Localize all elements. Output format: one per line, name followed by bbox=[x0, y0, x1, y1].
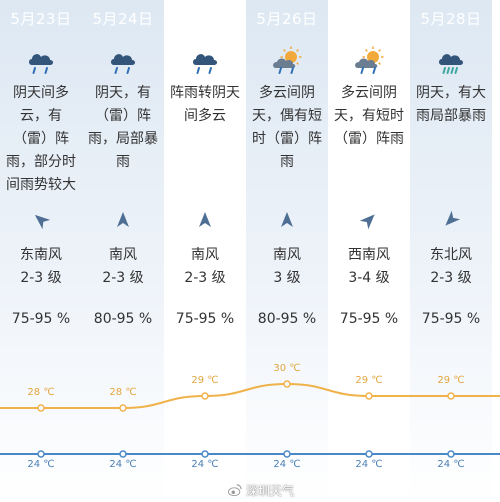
wind-direction: 南风 bbox=[109, 247, 137, 263]
day-column: 5月27日多云间阴天，有短时 （雷）阵雨西南风 3-4 级 75-95 % 29 ℃ 24… bbox=[328, 0, 410, 502]
high-temp-label: 29 ℃ bbox=[437, 375, 465, 386]
wind-direction-icon bbox=[34, 214, 51, 230]
description-line: 间多云 bbox=[184, 108, 226, 124]
description-line: 时（雷）阵 bbox=[252, 131, 322, 147]
high-temp-label: 30 ℃ bbox=[273, 363, 301, 374]
low-temp-point bbox=[447, 450, 455, 458]
watermark: 深圳天气 bbox=[228, 481, 294, 499]
low-temp-label: 24 ℃ bbox=[355, 459, 383, 470]
wind-direction: 东北风 bbox=[430, 247, 472, 263]
wind-direction-icon bbox=[199, 212, 211, 227]
description-line: （雷）阵 bbox=[13, 131, 69, 147]
high-temp-line bbox=[0, 382, 500, 410]
low-temp-point bbox=[119, 450, 127, 458]
description-line: 多云间阴 bbox=[259, 85, 315, 101]
description-line: 阴天，有大 bbox=[416, 85, 486, 101]
low-temp-point bbox=[283, 450, 291, 458]
wind-level: 2-3 级 bbox=[102, 270, 144, 286]
humidity: 80-95 % bbox=[257, 311, 317, 327]
humidity: 75-95 % bbox=[339, 311, 399, 327]
rain-cloud-icon bbox=[111, 54, 135, 74]
day-date: 5月28日 bbox=[420, 10, 482, 28]
humidity: 80-95 % bbox=[93, 311, 153, 327]
high-temp-label: 29 ℃ bbox=[355, 375, 383, 386]
weather-description: 阵雨转阴天 间多云 bbox=[170, 82, 240, 128]
day-date: 5月26日 bbox=[256, 10, 318, 28]
high-temp-point bbox=[447, 392, 455, 400]
weibo-icon bbox=[228, 484, 242, 497]
rain-cloud-icon bbox=[29, 54, 53, 74]
description-line: 天，有短时 bbox=[334, 108, 404, 124]
low-temp-label: 24 ℃ bbox=[437, 459, 465, 470]
wind-level: 3-4 级 bbox=[348, 270, 390, 286]
day-date: 5月25日 bbox=[174, 10, 236, 28]
wind-level: 2-3 级 bbox=[430, 270, 472, 286]
wind-direction: 西南风 bbox=[348, 247, 390, 263]
day-column: 5月25日阵雨转阴天间多云南风 2-3 级 75-95 % 29 ℃ 24 ℃ bbox=[164, 0, 246, 502]
humidity: 75-95 % bbox=[11, 311, 71, 327]
description-line: 雨，部分时 bbox=[6, 154, 76, 170]
day-date: 5月27日 bbox=[338, 10, 400, 28]
wind-direction-icon bbox=[359, 214, 375, 230]
wind-direction-icon bbox=[445, 210, 461, 226]
wind-direction-icon bbox=[117, 212, 129, 227]
weather-description: 多云间阴天，有短时 （雷）阵雨 bbox=[334, 82, 404, 151]
low-temp-label: 24 ℃ bbox=[27, 459, 55, 470]
weather-description: 阴天，有大雨局部暴雨 bbox=[416, 82, 486, 128]
day-column: 5月28日阴天，有大雨局部暴雨东北风 2-3 级 75-95 % 29 ℃ 24 ℃ bbox=[410, 0, 492, 502]
description-line: 雨 bbox=[280, 154, 294, 170]
description-line: 天，偶有短 bbox=[252, 108, 322, 124]
watermark-text: 深圳天气 bbox=[246, 483, 295, 498]
high-temp-label: 28 ℃ bbox=[109, 387, 137, 398]
description-line: 云，有 bbox=[20, 108, 62, 124]
high-temp-point bbox=[37, 404, 45, 412]
low-temp-point bbox=[365, 450, 373, 458]
sun-cloud-rain-icon bbox=[273, 46, 302, 74]
high-temp-point bbox=[201, 392, 209, 400]
low-temp-label: 24 ℃ bbox=[191, 459, 219, 470]
low-temp-label: 24 ℃ bbox=[273, 459, 301, 470]
description-line: 雨 bbox=[116, 154, 130, 170]
wind-direction-icon bbox=[281, 212, 293, 227]
wind-level: 3 级 bbox=[273, 270, 301, 286]
wind-direction: 南风 bbox=[191, 247, 219, 263]
wind-level: 2-3 级 bbox=[20, 270, 62, 286]
low-temp-point bbox=[37, 450, 45, 458]
description-line: 间雨势较大 bbox=[6, 177, 76, 193]
weather-description: 多云间阴天，偶有短时（雷）阵雨 bbox=[252, 82, 322, 174]
heavy-rain-cloud-icon bbox=[439, 54, 463, 74]
day-column: 5月24日阴天，有 （雷）阵雨，局部暴雨南风 2-3 级 80-95 % 28 ℃ 24 … bbox=[82, 0, 164, 502]
low-temp-label: 24 ℃ bbox=[109, 459, 137, 470]
humidity: 75-95 % bbox=[421, 311, 481, 327]
weather-description: 阴天间多云，有 （雷）阵雨，部分时间雨势较大 bbox=[6, 82, 76, 197]
day-column: 5月26日多云间阴天，偶有短时（雷）阵雨南风 3 级 80-95 % 30 ℃ 24 ℃ bbox=[246, 0, 328, 502]
description-line: 阴天，有 bbox=[95, 85, 151, 101]
high-temp-label: 28 ℃ bbox=[27, 387, 55, 398]
high-temp-point bbox=[365, 392, 373, 400]
wind-direction: 南风 bbox=[273, 247, 301, 263]
high-temp-point bbox=[283, 380, 291, 388]
day-column: 5月23日阴天间多云，有 （雷）阵雨，部分时间雨势较大东南风 2-3 级 75-95 … bbox=[0, 0, 82, 502]
humidity: 75-95 % bbox=[175, 311, 235, 327]
description-line: 雨，局部暴 bbox=[88, 131, 158, 147]
description-line: 雨局部暴雨 bbox=[416, 108, 486, 124]
wind-level: 2-3 级 bbox=[184, 270, 226, 286]
high-temp-point bbox=[119, 404, 127, 412]
description-line: （雷）阵 bbox=[95, 108, 151, 124]
low-temp-point bbox=[201, 450, 209, 458]
description-line: 多云间阴 bbox=[341, 85, 397, 101]
description-line: 阴天间多 bbox=[13, 85, 69, 101]
sun-cloud-rain-icon bbox=[355, 46, 384, 74]
rain-cloud-icon bbox=[193, 54, 217, 74]
high-temp-label: 29 ℃ bbox=[191, 375, 219, 386]
description-line: 阵雨转阴天 bbox=[170, 85, 240, 101]
wind-direction: 东南风 bbox=[20, 247, 62, 263]
day-date: 5月24日 bbox=[92, 10, 154, 28]
day-date: 5月23日 bbox=[10, 10, 72, 28]
description-line: （雷）阵雨 bbox=[334, 131, 404, 147]
weather-description: 阴天，有 （雷）阵雨，局部暴雨 bbox=[88, 82, 158, 174]
